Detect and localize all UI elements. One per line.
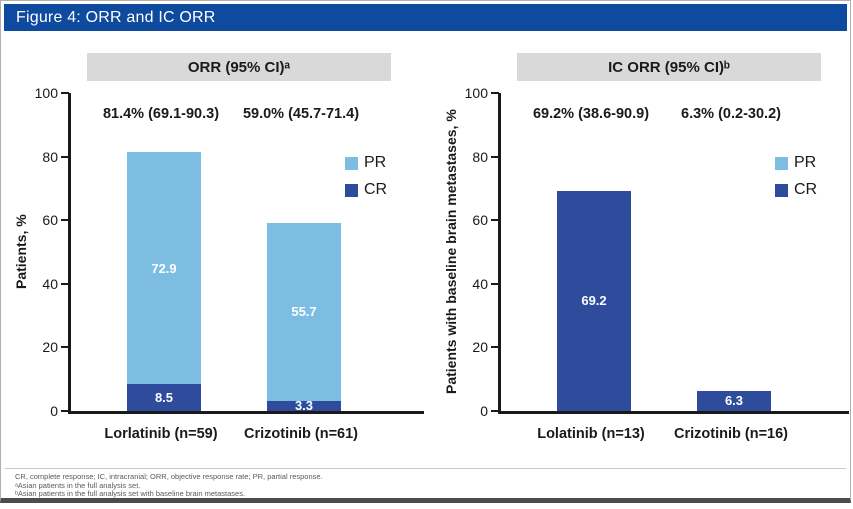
bar-segment-cr: 69.2 [557, 190, 631, 411]
bar-value-label: 3.3 [294, 398, 314, 414]
x-category-label: Lolatinib (n=13) [537, 426, 645, 442]
bar-segment-pr: 55.7 [267, 223, 341, 401]
y-tick-mark [61, 282, 69, 285]
y-tick-mark [61, 410, 69, 412]
y-axis-title: Patients with baseline brain metastases,… [443, 109, 459, 395]
y-tick-label: 40 [472, 275, 488, 292]
footnote-b: ᵇAsian patients in the full analysis set… [15, 489, 246, 499]
y-tick-mark [491, 155, 499, 158]
ci-annotation: 59.0% (45.7-71.4) [242, 106, 360, 122]
y-tick-label: 0 [50, 403, 58, 419]
bar-segment-pr: 72.9 [127, 152, 201, 384]
y-tick-label: 40 [42, 275, 58, 292]
legend-swatch-cr [345, 183, 358, 197]
y-tick-mark [491, 92, 499, 94]
y-tick-mark [61, 219, 69, 222]
legend: PR CR [345, 154, 387, 208]
footnote-divider [5, 468, 846, 469]
x-category-label: Lorlatinib (n=59) [104, 426, 218, 442]
legend: PR CR [775, 154, 817, 208]
y-tick-mark [491, 346, 499, 349]
legend-label: PR [794, 154, 817, 171]
y-tick-label: 100 [34, 85, 58, 101]
legend-item: CR [775, 181, 817, 199]
chart-title-ic-orr: IC ORR (95% CI)ᵇ [517, 53, 821, 81]
y-tick-label: 0 [480, 403, 488, 419]
legend-item: PR [775, 154, 817, 172]
bar-value-label: 8.5 [154, 389, 174, 405]
y-tick-mark [61, 92, 69, 94]
figure-title: Figure 4: ORR and IC ORR [16, 8, 216, 26]
figure-title-bar: Figure 4: ORR and IC ORR [4, 4, 847, 31]
y-tick-label: 20 [42, 339, 58, 356]
bar-value-label: 55.7 [291, 304, 317, 320]
y-tick-label: 100 [464, 85, 488, 101]
bar-segment-cr: 6.3 [697, 390, 771, 411]
y-tick-label: 60 [42, 212, 58, 229]
legend-swatch-cr [775, 183, 788, 197]
x-category-label: Crizotinib (n=61) [244, 426, 358, 442]
bar-value-label: 69.2 [581, 293, 607, 309]
legend-swatch-pr [345, 156, 358, 170]
y-tick-mark [491, 410, 499, 412]
legend-label: CR [364, 181, 388, 198]
y-tick-label: 20 [472, 339, 488, 356]
legend-label: PR [364, 154, 387, 171]
legend-label: CR [794, 181, 818, 198]
bar-value-label: 72.9 [151, 260, 177, 276]
bar-segment-cr: 8.5 [127, 383, 201, 411]
y-tick-label: 60 [472, 212, 488, 229]
x-category-label: Crizotinib (n=16) [674, 426, 788, 442]
plot-area: 0 20 40 60 80 100 69.2 6.3 [465, 85, 849, 419]
ci-annotation: 6.3% (0.2-30.2) [681, 106, 781, 122]
y-tick-label: 80 [42, 148, 58, 165]
chart-title-orr: ORR (95% CI)ᵃ [87, 53, 391, 81]
bar-value-label: 6.3 [724, 393, 744, 409]
chart-panel-orr: ORR (95% CI)ᵃ Patients, % 0 20 40 60 80 100 8.… [9, 46, 434, 466]
y-tick-mark [61, 346, 69, 349]
legend-item: PR [345, 154, 387, 172]
footnotes: CR, complete response; IC, intracranial;… [15, 472, 840, 499]
y-tick-label: 80 [472, 148, 488, 165]
bar-segment-cr: 3.3 [267, 398, 341, 414]
ci-annotation: 81.4% (69.1-90.3) [102, 106, 220, 122]
legend-item: CR [345, 181, 387, 199]
chart-panel-ic-orr: IC ORR (95% CI)ᵇ Patients with baseline … [439, 46, 849, 466]
ci-annotation: 69.2% (38.6-90.9) [532, 106, 650, 122]
y-tick-mark [491, 282, 499, 285]
y-tick-mark [491, 219, 499, 222]
y-tick-mark [61, 155, 69, 158]
legend-swatch-pr [775, 156, 788, 170]
footnote-abbreviations: CR, complete response; IC, intracranial;… [15, 472, 323, 481]
footnote-a: ᵃAsian patients in the full analysis set… [15, 480, 141, 490]
plot-area: 0 20 40 60 80 100 8.5 72.9 3.3 55.7 [35, 85, 424, 419]
y-axis-title: Patients, % [13, 214, 29, 290]
